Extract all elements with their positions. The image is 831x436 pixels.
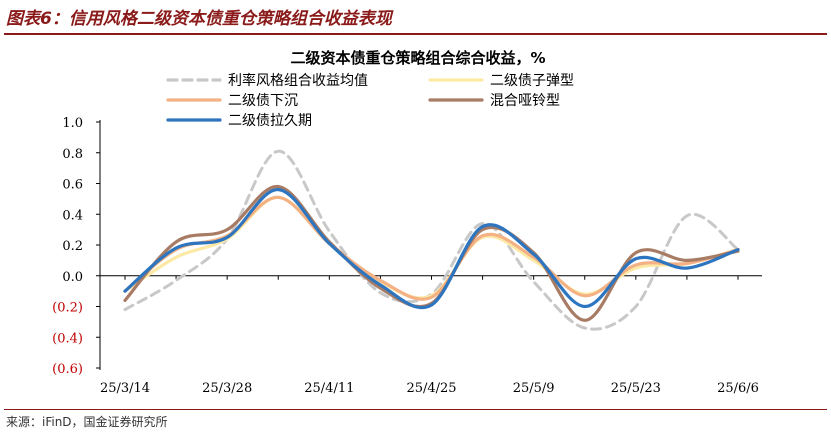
x-tick-label: 25/4/11 [304,381,354,396]
chart-title: 二级资本债重仓策略组合综合收益，% [290,49,545,67]
y-tick-label: 0.2 [62,239,83,254]
legend-label-4: 混合哑铃型 [490,93,560,109]
x-tick-label: 25/6/6 [717,381,759,396]
x-tick-label: 25/3/28 [202,381,252,396]
source-rule [4,409,827,410]
x-tick-label: 25/4/25 [406,381,456,396]
y-tick-label: 0.4 [62,208,83,223]
x-tick-label: 25/5/23 [611,381,661,396]
y-tick-label: 1.0 [62,116,83,131]
y-tick-label: (0.6) [52,362,83,377]
series-layer [123,149,740,331]
legend-label-2: 二级债子弹型 [490,73,574,89]
series-line-4 [123,185,740,322]
y-tick-label: 0.8 [62,147,83,162]
series-line-5 [123,187,740,310]
figure-title: 图表6：信用风格二级资本债重仓策略组合收益表现 [6,9,392,29]
source-note: 来源：iFinD，国金证券研究所 [6,415,168,429]
x-tick-label: 25/3/14 [100,381,150,396]
legend-label-5: 二级债拉久期 [228,113,312,129]
y-tick-label: 0.0 [62,270,83,285]
y-tick-label: (0.4) [52,331,83,346]
y-tick-label: (0.2) [52,301,83,316]
title-rule [4,33,827,35]
legend-label-3: 二级债下沉 [228,93,298,109]
legend-label-1: 利率风格组合收益均值 [228,72,368,89]
x-axis: 25/3/14 25/3/28 25/4/11 25/4/25 25/5/9 25/5/2… [100,275,762,396]
y-tick-label: 0.6 [62,178,83,193]
x-tick-label: 25/5/9 [513,381,555,396]
series-line-2 [123,195,740,300]
y-axis: 1.0 0.8 0.6 0.4 0.2 0.0 (0.2) (0.4) (0.6) [52,116,101,377]
